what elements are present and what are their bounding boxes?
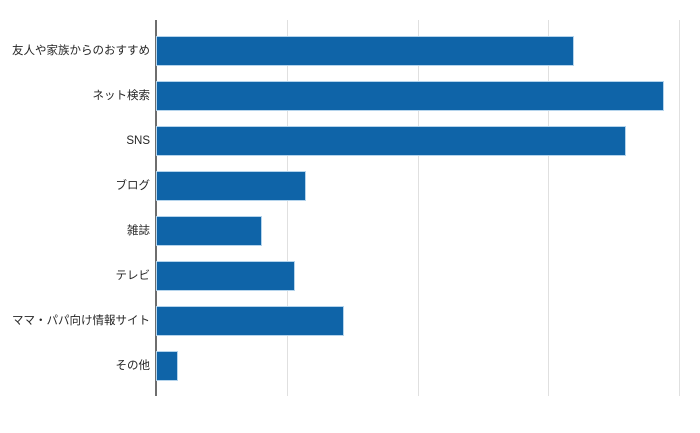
x-gridline <box>679 20 680 396</box>
x-gridline <box>548 20 550 396</box>
bar <box>157 352 178 380</box>
category-label: ママ・パパ向け情報サイト <box>12 315 150 327</box>
category-label: SNS <box>126 135 150 147</box>
category-label: 友人や家族からのおすすめ <box>12 45 150 57</box>
category-label: テレビ <box>115 270 151 282</box>
bar <box>157 127 626 155</box>
category-label: その他 <box>115 360 151 372</box>
bar <box>157 262 294 290</box>
y-axis-line <box>155 20 157 396</box>
bar <box>157 307 343 335</box>
category-label: 雑誌 <box>127 225 150 237</box>
bar <box>157 37 574 65</box>
category-label: ブログ <box>115 180 151 192</box>
bar <box>157 217 261 245</box>
bar <box>157 172 305 200</box>
category-label: ネット検索 <box>92 90 151 102</box>
bar <box>157 82 663 110</box>
x-gridline <box>286 20 288 396</box>
x-gridline <box>417 20 419 396</box>
